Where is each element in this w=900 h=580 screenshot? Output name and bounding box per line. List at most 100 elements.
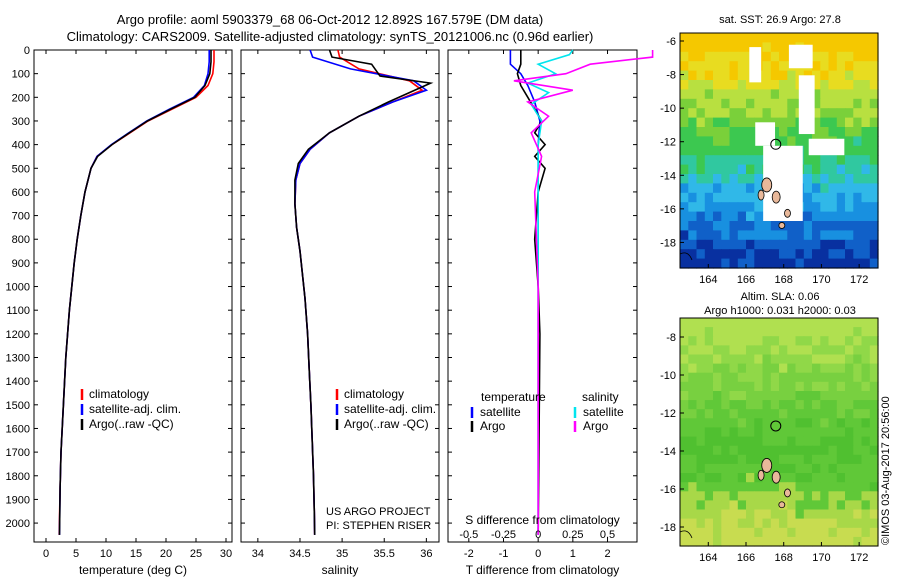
map-cell <box>737 427 747 438</box>
map-cell <box>869 221 879 231</box>
map-cell <box>853 436 863 447</box>
map-cell <box>680 221 689 231</box>
map-cell <box>836 164 846 175</box>
map-cell <box>704 345 714 356</box>
map-cell <box>836 372 846 383</box>
argo-location-marker <box>770 138 782 150</box>
map-cell <box>812 500 821 511</box>
map-cell <box>737 42 747 53</box>
map-cell <box>812 98 821 109</box>
map-cell <box>713 454 722 465</box>
map-cell <box>746 145 755 156</box>
map-cell <box>828 445 838 456</box>
map-cell <box>812 418 821 428</box>
map-cell <box>721 518 731 529</box>
map-cell <box>729 211 739 222</box>
map-cell <box>812 318 821 328</box>
map-cell <box>869 418 879 428</box>
map-cell <box>754 381 764 392</box>
map-cell <box>746 518 755 529</box>
map-cell <box>713 108 722 119</box>
map-cell <box>746 108 755 119</box>
map-cell <box>754 391 764 401</box>
map-cell <box>787 391 797 401</box>
map-cell <box>729 108 739 119</box>
map-cell <box>853 354 863 365</box>
map-cell <box>762 89 772 100</box>
map-cell <box>770 400 780 410</box>
map-cell <box>787 518 797 529</box>
x-tick-label: 25 <box>190 548 202 560</box>
map-cell <box>845 80 854 90</box>
map-cell <box>696 363 706 374</box>
map-cell <box>704 336 714 346</box>
map-cell <box>696 454 706 465</box>
map-cell <box>787 454 797 465</box>
map-cell <box>845 509 854 520</box>
map-cell <box>828 98 838 109</box>
map-cell <box>696 80 706 90</box>
y-tick-label: 1200 <box>6 329 30 341</box>
legend-title-salinity: salinity <box>582 390 619 404</box>
map-cell <box>688 108 698 119</box>
x-tick-label: -2 <box>464 548 474 560</box>
map-cell <box>836 202 846 213</box>
map-cell <box>869 230 879 241</box>
map-cell <box>729 249 739 260</box>
map-cell <box>861 345 871 356</box>
map-cell <box>680 436 689 447</box>
map-cell <box>869 51 879 62</box>
map-cell <box>762 33 772 43</box>
map-cell <box>696 33 706 43</box>
y-tick-label: 1400 <box>6 376 30 388</box>
map-cell <box>812 108 821 119</box>
x-tick-label: 5 <box>73 548 79 560</box>
map-cell <box>754 482 764 492</box>
map-cell <box>713 418 722 428</box>
map-cell <box>713 500 722 511</box>
sla-map: 164 166 168 170 172 -8 -10 -12 -14 -16 -18 <box>660 317 879 564</box>
map-cell <box>770 318 780 328</box>
map-cell <box>853 98 863 109</box>
map-cell <box>688 211 698 222</box>
map-cell <box>853 136 863 147</box>
map-cell <box>779 445 788 456</box>
map-cell <box>828 117 838 128</box>
map-cell <box>861 221 871 231</box>
map-cell <box>812 372 821 383</box>
map-cell <box>836 482 846 492</box>
map-cell <box>861 473 871 483</box>
map-cell <box>803 527 813 538</box>
map-cell <box>704 239 714 250</box>
map-cell <box>787 400 797 410</box>
map-cell <box>721 445 731 456</box>
map-cell <box>828 436 838 447</box>
map-cell <box>754 536 764 547</box>
map-cell <box>845 345 854 356</box>
map-cell <box>779 258 788 269</box>
map-cell <box>713 436 722 447</box>
map-cell <box>704 211 714 222</box>
x-tick-label: 15 <box>130 548 142 560</box>
map-cell <box>828 354 838 365</box>
map-cell <box>812 89 821 100</box>
map-cell <box>762 491 772 501</box>
map-cell <box>696 518 706 529</box>
map-cell <box>696 327 706 337</box>
map-cell <box>770 391 780 401</box>
map-cell <box>737 221 747 231</box>
map-y-tick-label: -16 <box>660 204 676 216</box>
map-cell <box>737 117 747 128</box>
map-cell <box>704 418 714 428</box>
map-cell <box>795 354 805 365</box>
map-cell <box>746 409 755 419</box>
map-cell <box>746 527 755 538</box>
map-cell <box>762 221 772 231</box>
legend-label: satellite <box>480 405 521 419</box>
map-cell <box>812 174 821 184</box>
map-cell <box>704 89 714 100</box>
map-cell <box>729 145 739 156</box>
map-cell <box>869 258 879 269</box>
map-cell <box>713 463 722 474</box>
map-cell <box>746 463 755 474</box>
